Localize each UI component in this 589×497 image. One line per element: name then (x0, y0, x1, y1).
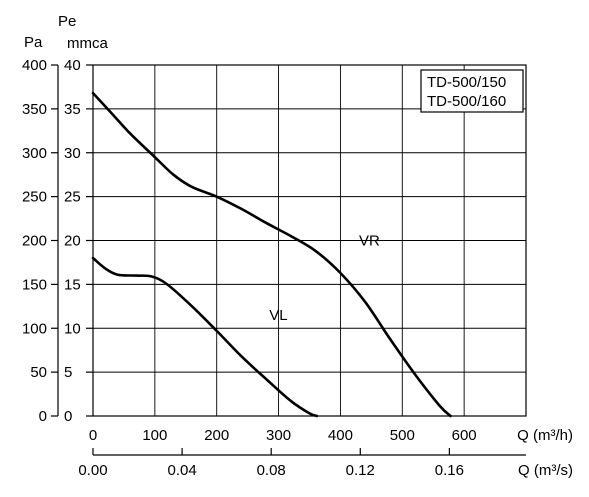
y-axis-right-title-line1: Pe (58, 13, 76, 30)
series-line-vr (91, 91, 452, 418)
grid (93, 64, 526, 417)
y-axis-left-title: Pa (24, 34, 43, 51)
x-axis-top-tick-label: 200 (204, 427, 229, 444)
series-line-vl (91, 256, 319, 418)
legend-entry: TD-500/160 (427, 93, 506, 110)
y-axis-left-tick-label: 350 (22, 101, 47, 118)
x-axis-top-tick-label: 0 (89, 427, 97, 444)
x-axis-bottom-tick-label: 0.16 (435, 462, 464, 479)
legend-entry: TD-500/150 (427, 74, 506, 91)
x-axis-bottom-title: Q (m³/s) (518, 462, 573, 479)
x-axis-bottom-tick-label: 0.04 (167, 462, 196, 479)
y-axis-right-tick-label: 15 (64, 276, 81, 293)
y-axis-right-tick-label: 35 (64, 101, 81, 118)
y-axis-left-tick-label: 0 (39, 408, 47, 425)
y-axis-right-tick-label: 10 (64, 320, 81, 337)
series-label: VR (359, 233, 380, 250)
x-axis-top-tick-label: 500 (390, 427, 415, 444)
curves: VR VL (91, 91, 452, 418)
y-axis-left-tick-label: 250 (22, 189, 47, 206)
y-axis-right-tick-label: 25 (64, 189, 81, 206)
y-axis-right-tick-label: 20 (64, 233, 81, 250)
x-axis-bottom-tick-label: 0.12 (346, 462, 375, 479)
y-axis-left-tick-label: 300 (22, 145, 47, 162)
x-axis-top-title: Q (m³/h) (517, 427, 573, 444)
y-axis-right-tick-label: 0 (64, 408, 72, 425)
y-axis-left-tick-label: 400 (22, 57, 47, 74)
series-label: VL (269, 307, 287, 324)
y-axis-left-tick-label: 150 (22, 276, 47, 293)
y-axis-right-tick-label: 40 (64, 57, 81, 74)
x-axis-top-tick-label: 600 (452, 427, 477, 444)
y-axis-left-tick-label: 50 (30, 364, 47, 381)
x-axis-top-tick-label: 400 (328, 427, 353, 444)
legend: TD-500/150 TD-500/160 (420, 69, 524, 113)
y-axis-left-tick-label: 200 (22, 233, 47, 250)
x-axis-bottom-tick-label: 0.00 (78, 462, 107, 479)
x-axis-top-tick-label: 300 (266, 427, 291, 444)
x-axis-top-tick-label: 100 (142, 427, 167, 444)
y-axis-right-title-line2: mmca (67, 35, 108, 52)
y-axis-left-tick-label: 100 (22, 320, 47, 337)
x-axis-bottom-tick-label: 0.08 (257, 462, 286, 479)
y-axis-right-tick-label: 30 (64, 145, 81, 162)
y-axis-right-tick-label: 5 (64, 364, 72, 381)
